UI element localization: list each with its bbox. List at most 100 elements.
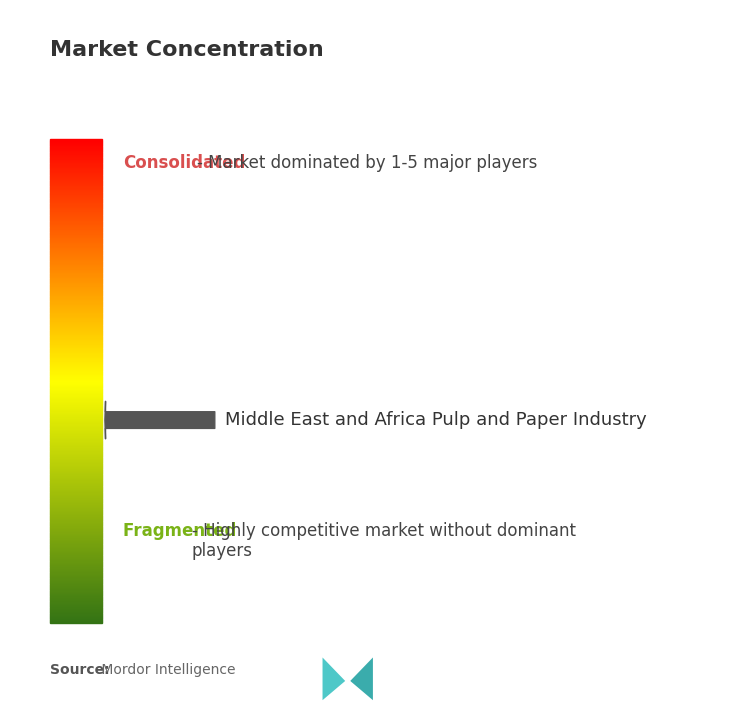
Bar	[49, 438, 102, 439]
Bar	[49, 286, 102, 287]
Bar	[49, 212, 102, 213]
Bar	[49, 420, 102, 421]
Bar	[49, 523, 102, 524]
Bar	[49, 559, 102, 560]
Bar	[49, 402, 102, 403]
Bar	[49, 366, 102, 368]
Bar	[49, 292, 102, 293]
Bar	[49, 204, 102, 206]
Bar	[49, 606, 102, 608]
Bar	[49, 444, 102, 446]
Bar	[49, 236, 102, 238]
Bar	[49, 234, 102, 235]
Bar	[49, 299, 102, 300]
Bar	[49, 384, 102, 385]
Bar	[49, 179, 102, 181]
Bar	[49, 576, 102, 577]
Bar	[49, 539, 102, 540]
Bar	[49, 306, 102, 307]
Bar	[49, 378, 102, 379]
Bar	[49, 398, 102, 400]
Bar	[49, 412, 102, 413]
Bar	[49, 144, 102, 145]
Bar	[49, 160, 102, 161]
Bar	[49, 396, 102, 397]
Bar	[49, 462, 102, 464]
Bar	[49, 276, 102, 277]
Bar	[49, 251, 102, 252]
Bar	[49, 484, 102, 485]
Bar	[49, 621, 102, 622]
Bar	[49, 413, 102, 414]
Bar	[49, 446, 102, 448]
Bar	[49, 499, 102, 500]
Bar	[49, 346, 102, 348]
Bar	[49, 238, 102, 240]
Bar	[49, 610, 102, 611]
Text: Consolidated: Consolidated	[123, 154, 246, 172]
Bar	[49, 323, 102, 325]
Bar	[49, 494, 102, 495]
Text: - Highly competitive market without dominant
players: - Highly competitive market without domi…	[192, 522, 576, 560]
Bar	[49, 200, 102, 201]
Bar	[49, 430, 102, 431]
Bar	[49, 343, 102, 344]
Bar	[49, 206, 102, 207]
Text: Fragmented: Fragmented	[123, 522, 242, 540]
Bar	[49, 208, 102, 210]
Bar	[49, 477, 102, 478]
Bar	[49, 150, 102, 151]
Bar	[49, 379, 102, 380]
Bar	[49, 235, 102, 236]
Bar	[49, 600, 102, 601]
Bar	[49, 489, 102, 490]
Bar	[49, 148, 102, 149]
Bar	[49, 371, 102, 372]
Polygon shape	[351, 657, 373, 700]
Bar	[49, 572, 102, 574]
Bar	[49, 178, 102, 179]
Bar	[49, 483, 102, 484]
Bar	[49, 594, 102, 595]
Bar	[49, 418, 102, 419]
Bar	[49, 521, 102, 522]
Bar	[49, 287, 102, 288]
Bar	[49, 280, 102, 281]
Bar	[49, 590, 102, 592]
Bar	[49, 617, 102, 618]
Bar	[49, 480, 102, 482]
Bar	[49, 310, 102, 311]
Bar	[49, 549, 102, 551]
Bar	[49, 259, 102, 261]
Bar	[49, 575, 102, 576]
Bar	[49, 282, 102, 284]
Bar	[49, 514, 102, 516]
Bar	[49, 373, 102, 374]
Bar	[49, 256, 102, 257]
Bar	[49, 466, 102, 467]
Bar	[49, 369, 102, 371]
Bar	[49, 181, 102, 183]
Bar	[49, 546, 102, 547]
Bar	[49, 185, 102, 186]
Bar	[49, 268, 102, 269]
Bar	[49, 240, 102, 241]
Bar	[49, 577, 102, 579]
Bar	[49, 172, 102, 174]
Bar	[49, 194, 102, 195]
Bar	[49, 195, 102, 197]
Bar	[49, 153, 102, 154]
Text: Source:: Source:	[49, 662, 109, 677]
Bar	[49, 433, 102, 435]
Bar	[49, 258, 102, 259]
Bar	[49, 536, 102, 537]
Bar	[49, 207, 102, 208]
Bar	[49, 246, 102, 247]
Bar	[49, 401, 102, 402]
Bar	[49, 574, 102, 575]
Bar	[49, 490, 102, 492]
Bar	[49, 560, 102, 562]
Bar	[49, 601, 102, 603]
Bar	[49, 272, 102, 274]
Bar	[49, 414, 102, 415]
